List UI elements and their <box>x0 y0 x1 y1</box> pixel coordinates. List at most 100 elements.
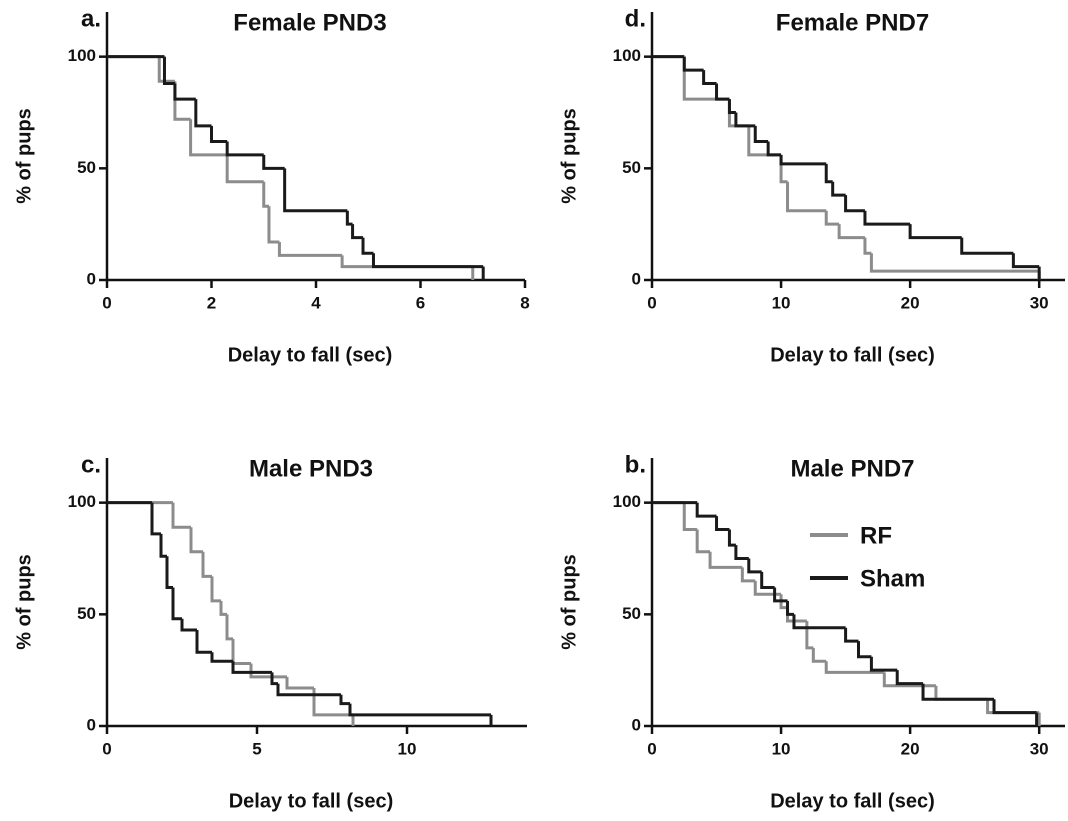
survival-step <box>908 224 962 240</box>
x-tick-label: 8 <box>520 293 529 312</box>
x-tick-label: 20 <box>901 739 920 758</box>
x-tick-label: 0 <box>102 739 111 758</box>
y-axis-label: % of pups <box>558 554 580 650</box>
x-tick-label: 6 <box>416 293 425 312</box>
x-axis-label: Delay to fall (sec) <box>770 344 935 366</box>
survival-step <box>863 237 872 255</box>
survival-step <box>210 125 228 144</box>
survival-step <box>734 545 749 560</box>
survival-step <box>157 56 175 83</box>
survival-step <box>869 656 898 672</box>
chart-title: Male PND7 <box>790 455 914 482</box>
survival-step <box>1011 253 1040 269</box>
legend-label: Sham <box>860 565 925 592</box>
y-tick-label: 50 <box>77 158 96 177</box>
survival-step <box>682 56 704 72</box>
survival-step <box>753 580 782 596</box>
survival-step <box>715 516 730 531</box>
survival-step <box>249 663 287 679</box>
survival-step <box>824 210 840 226</box>
survival-step <box>165 556 173 590</box>
survival-step <box>934 685 988 701</box>
y-tick-label: 0 <box>632 269 641 288</box>
survival-step <box>740 567 756 583</box>
survival-step <box>262 154 285 170</box>
x-tick-label: 0 <box>647 293 656 312</box>
survival-step <box>219 600 227 616</box>
survival-step <box>734 112 756 128</box>
x-tick-label: 10 <box>772 293 791 312</box>
survival-step <box>312 688 353 717</box>
survival-step <box>283 168 348 213</box>
survival-step <box>340 255 473 269</box>
survival-step <box>345 210 353 226</box>
survival-step <box>189 527 203 554</box>
survival-step <box>695 502 717 518</box>
survival-step <box>695 529 711 554</box>
survival-step <box>921 683 995 701</box>
survival-step <box>270 672 278 686</box>
panel-label: d. <box>625 5 646 32</box>
x-tick-label: 30 <box>1030 739 1049 758</box>
survival-step <box>844 195 865 213</box>
survival-step <box>201 551 212 578</box>
x-tick-label: 20 <box>901 293 920 312</box>
chart-title: Female PND7 <box>776 9 929 36</box>
chart-title: Male PND3 <box>249 455 373 482</box>
x-tick-label: 0 <box>647 739 656 758</box>
survival-step <box>210 576 221 603</box>
survival-step <box>267 206 280 244</box>
y-tick-label: 100 <box>68 492 96 511</box>
legend-label: RF <box>860 522 892 549</box>
survival-step <box>231 661 272 674</box>
panel-label: c. <box>81 451 101 478</box>
y-tick-label: 100 <box>613 46 641 65</box>
survival-step <box>682 56 730 101</box>
survival-step <box>361 237 374 255</box>
survival-step <box>194 99 212 128</box>
panel-label: a. <box>81 5 101 32</box>
survival-step <box>159 533 167 558</box>
chart-title: Female PND3 <box>233 9 386 36</box>
survival-step <box>863 210 911 226</box>
survival-step <box>225 141 264 157</box>
survival-step <box>773 587 788 603</box>
y-tick-label: 50 <box>77 604 96 623</box>
survival-step <box>277 242 343 257</box>
survival-step <box>786 181 827 213</box>
survival-step <box>753 125 769 144</box>
y-tick-label: 50 <box>622 158 641 177</box>
panel-label: b. <box>625 451 646 478</box>
survival-step <box>171 587 182 621</box>
y-axis-label: % of pups <box>13 108 35 204</box>
y-axis-label: % of pups <box>558 108 580 204</box>
y-axis-label: % of pups <box>13 554 35 650</box>
survival-step <box>760 571 775 590</box>
survival-step <box>857 641 872 659</box>
survival-step <box>727 99 736 114</box>
x-axis-label: Delay to fall (sec) <box>770 790 935 812</box>
survival-step <box>371 253 484 269</box>
y-tick-label: 50 <box>622 604 641 623</box>
x-tick-label: 30 <box>1030 293 1049 312</box>
survival-step <box>779 154 827 166</box>
y-tick-label: 0 <box>87 715 96 734</box>
survival-step <box>210 652 233 663</box>
survival-step <box>225 154 264 184</box>
x-tick-label: 2 <box>207 293 216 312</box>
survival-step <box>831 181 846 197</box>
survival-step <box>960 237 1014 255</box>
survival-step <box>150 502 161 536</box>
survival-step <box>225 614 233 641</box>
survival-step <box>231 638 251 665</box>
survival-step <box>869 253 1040 273</box>
survival-step <box>786 600 794 616</box>
survival-step <box>895 670 924 686</box>
survival-step <box>882 672 936 688</box>
survival-step <box>348 703 491 717</box>
y-tick-label: 100 <box>68 46 96 65</box>
x-axis-label: Delay to fall (sec) <box>229 790 394 812</box>
survival-step <box>351 224 364 240</box>
survival-step <box>727 529 736 547</box>
